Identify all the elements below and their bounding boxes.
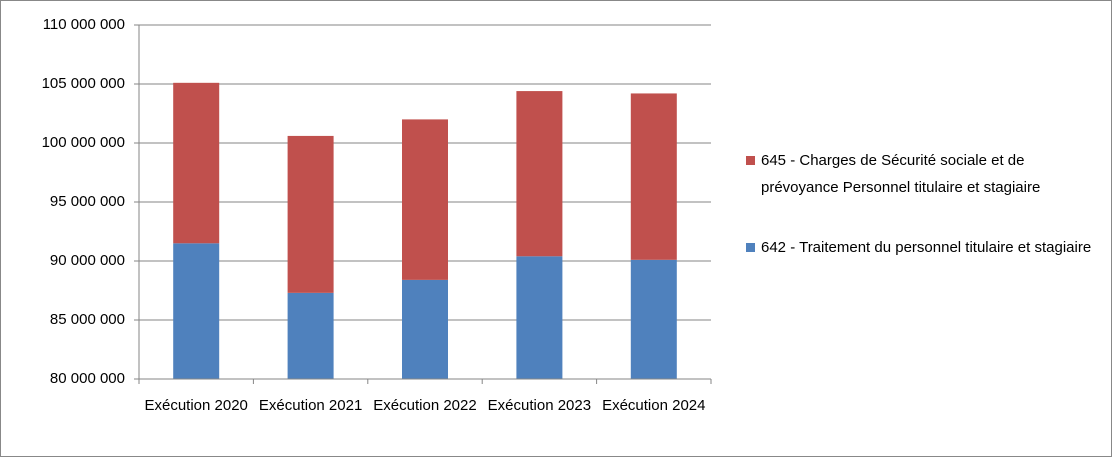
y-tick-label: 110 000 000 bbox=[43, 16, 125, 33]
x-tick-label: Exécution 2020 bbox=[144, 397, 248, 414]
legend-swatch bbox=[746, 243, 755, 252]
legend-label: 642 - Traitement du personnel titulaire … bbox=[761, 239, 1092, 256]
y-tick-label: 105 000 000 bbox=[42, 75, 125, 92]
bar-segment bbox=[516, 256, 563, 379]
bar-segment bbox=[287, 292, 334, 379]
x-tick-label: Exécution 2022 bbox=[373, 397, 477, 414]
bar-segment bbox=[287, 135, 334, 293]
y-tick-label: 100 000 000 bbox=[42, 134, 125, 151]
y-tick-label: 90 000 000 bbox=[50, 252, 125, 269]
bar-segment bbox=[630, 93, 677, 260]
legend-label: 645 - Charges de Sécurité sociale et de … bbox=[761, 152, 1041, 196]
y-tick-label: 80 000 000 bbox=[50, 370, 125, 387]
bar-segment bbox=[516, 91, 563, 257]
bar-segment bbox=[173, 82, 220, 244]
y-tick-label: 85 000 000 bbox=[50, 311, 125, 328]
x-tick-label: Exécution 2023 bbox=[487, 397, 592, 414]
legend-swatch bbox=[746, 156, 755, 165]
bar-segment bbox=[630, 259, 677, 379]
bar-segment bbox=[173, 243, 220, 379]
bar-segment bbox=[402, 119, 448, 280]
bar-segment bbox=[402, 279, 448, 379]
y-tick-label: 95 000 000 bbox=[50, 193, 125, 210]
x-tick-label: Exécution 2024 bbox=[602, 397, 706, 414]
x-tick-label: Exécution 2021 bbox=[258, 397, 363, 414]
